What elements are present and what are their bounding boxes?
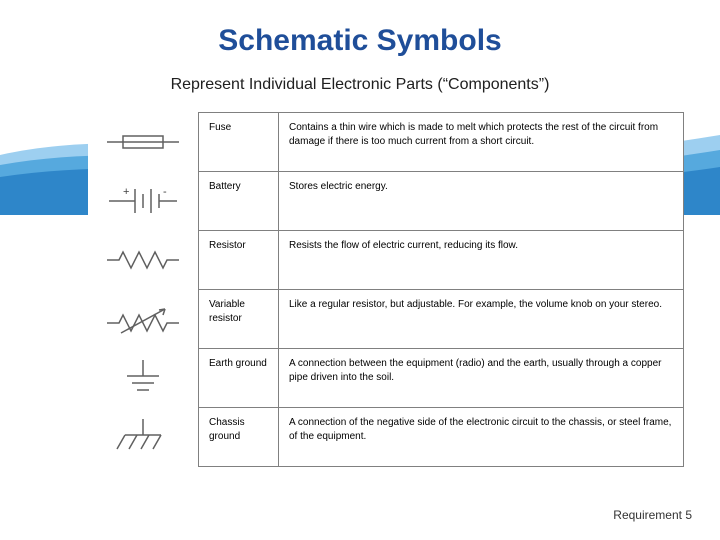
- component-name: Chassis ground: [199, 408, 279, 467]
- symbol-variable-resistor: [88, 289, 198, 348]
- schematic-table: + -: [0, 112, 720, 467]
- component-desc: A connection of the negative side of the…: [279, 408, 684, 467]
- page-title: Schematic Symbols: [0, 0, 720, 58]
- table-row: Variable resistor Like a regular resisto…: [199, 290, 684, 349]
- page-subtitle: Represent Individual Electronic Parts (“…: [0, 76, 720, 94]
- svg-text:-: -: [163, 186, 167, 198]
- component-desc: Resists the flow of electric current, re…: [279, 231, 684, 290]
- symbol-earth-ground: [88, 348, 198, 407]
- component-name: Resistor: [199, 231, 279, 290]
- symbol-fuse: [88, 112, 198, 171]
- table-row: Earth ground A connection between the eq…: [199, 349, 684, 408]
- symbol-column: + -: [88, 112, 198, 467]
- component-desc: Like a regular resistor, but adjustable.…: [279, 290, 684, 349]
- table-row: Fuse Contains a thin wire which is made …: [199, 113, 684, 172]
- component-name: Battery: [199, 172, 279, 231]
- symbol-chassis-ground: [88, 407, 198, 466]
- symbol-resistor: [88, 230, 198, 289]
- table-row: Chassis ground A connection of the negat…: [199, 408, 684, 467]
- definitions-table: Fuse Contains a thin wire which is made …: [198, 112, 684, 467]
- table-row: Resistor Resists the flow of electric cu…: [199, 231, 684, 290]
- symbol-battery: + -: [88, 171, 198, 230]
- table-row: Battery Stores electric energy.: [199, 172, 684, 231]
- component-name: Earth ground: [199, 349, 279, 408]
- component-desc: Stores electric energy.: [279, 172, 684, 231]
- component-name: Variable resistor: [199, 290, 279, 349]
- svg-text:+: +: [123, 186, 129, 198]
- footer-text: Requirement 5: [613, 508, 692, 522]
- component-name: Fuse: [199, 113, 279, 172]
- component-desc: A connection between the equipment (radi…: [279, 349, 684, 408]
- component-desc: Contains a thin wire which is made to me…: [279, 113, 684, 172]
